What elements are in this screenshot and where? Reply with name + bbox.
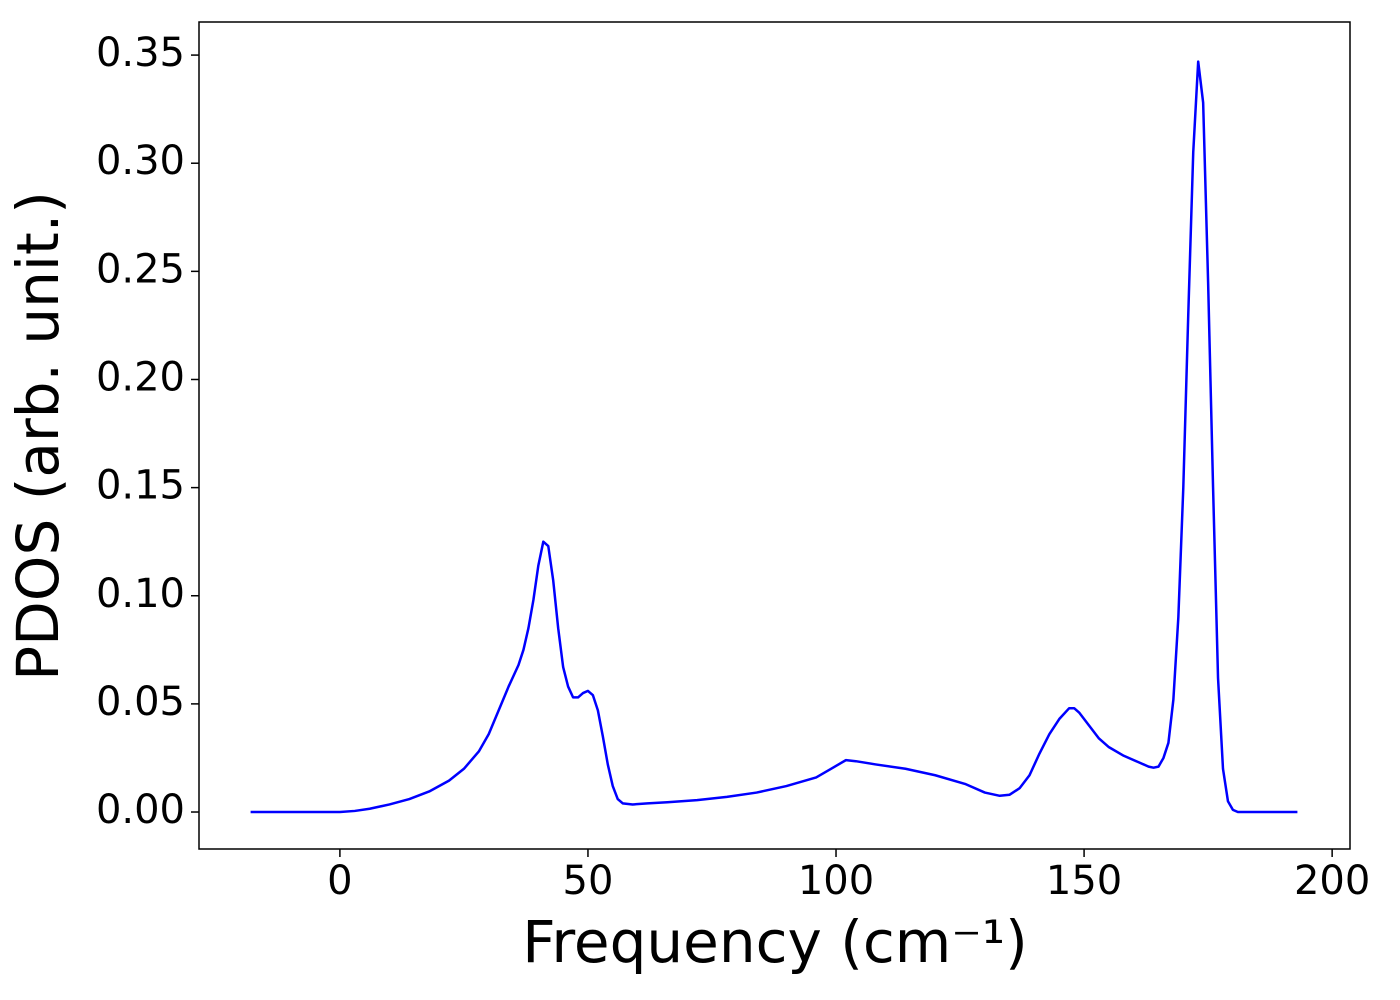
x-tick-label: 0	[327, 858, 352, 904]
x-tick-label: 50	[563, 858, 614, 904]
line-series	[250, 60, 1298, 814]
y-tick-label: 0.05	[96, 679, 185, 725]
x-axis-label: Frequency (cm⁻¹)	[522, 908, 1028, 976]
x-tick-label: 150	[1046, 858, 1122, 904]
y-tick-label: 0.15	[96, 463, 185, 509]
x-tick-label: 100	[798, 858, 874, 904]
x-tick-label: 200	[1294, 858, 1370, 904]
y-tick-label: 0.35	[96, 30, 185, 76]
y-tick-label: 0.10	[96, 571, 185, 617]
plot-frame	[198, 21, 1351, 850]
y-tick-label: 0.00	[96, 787, 185, 833]
y-tick-label: 0.20	[96, 354, 185, 400]
y-tick-label: 0.30	[96, 138, 185, 184]
y-axis-label: PDOS (arb. unit.)	[4, 191, 72, 681]
y-tick-label: 0.25	[96, 246, 185, 292]
